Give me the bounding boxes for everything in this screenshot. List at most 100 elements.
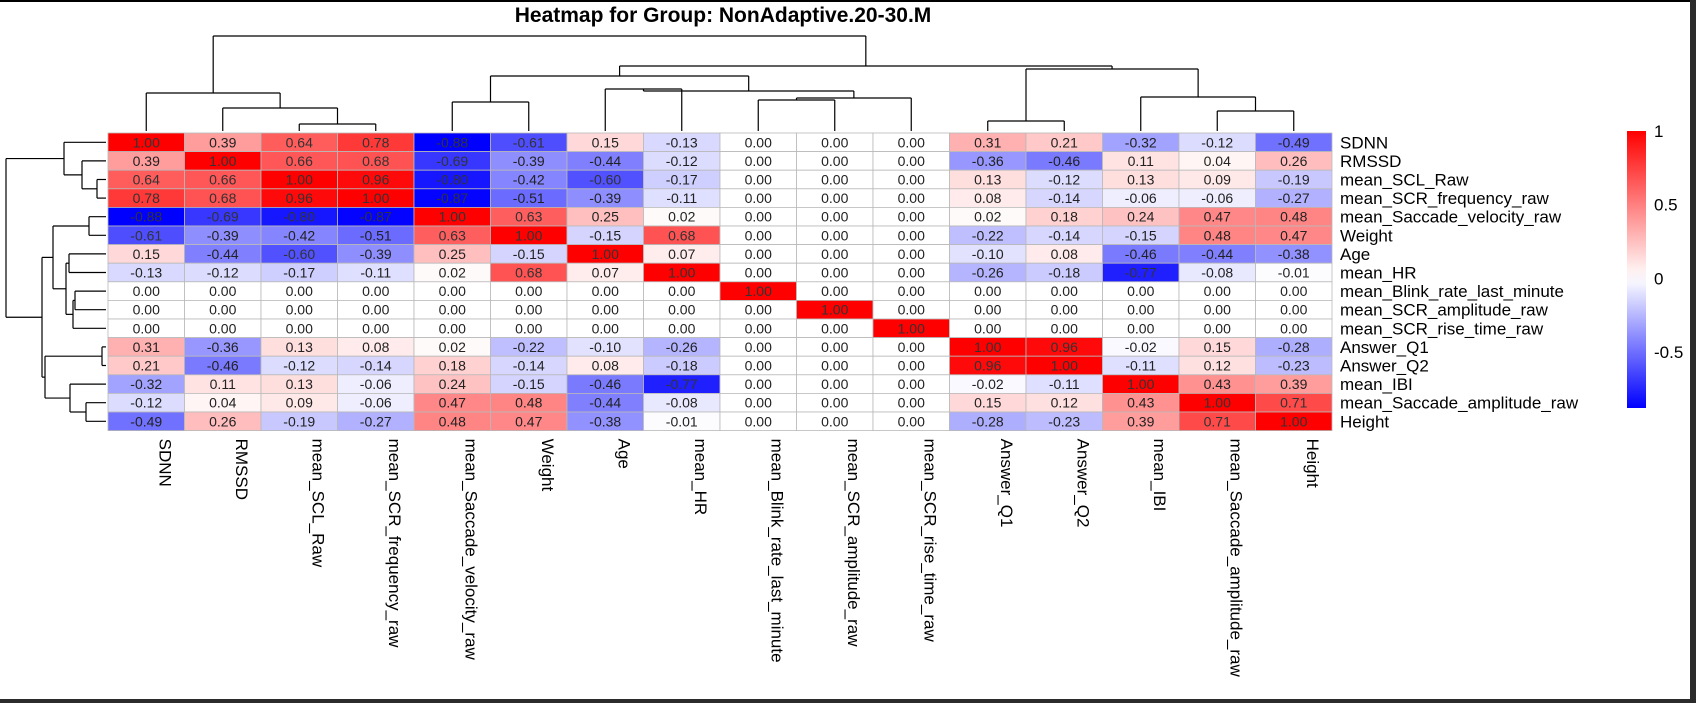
cell-value-label: -0.18 (1048, 265, 1080, 281)
cell-value-label: 1.00 (745, 283, 772, 299)
cell-value-label: -0.11 (1125, 358, 1156, 374)
cell-value-label: 0.00 (898, 283, 925, 299)
cell-value-label: 0.18 (1051, 209, 1078, 225)
cell-value-label: -0.12 (283, 358, 315, 374)
column-label: mean_SCR_amplitude_raw (844, 439, 863, 648)
cell-value-label: 1.00 (362, 190, 389, 206)
cell-value-label: 0.71 (1280, 395, 1307, 411)
cell-value-label: 0.48 (1280, 209, 1307, 225)
column-label: mean_Saccade_velocity_raw (461, 439, 480, 661)
cell-value-label: 0.02 (439, 339, 466, 355)
cell-value-label: 0.48 (515, 395, 542, 411)
cell-value-label: -0.44 (207, 246, 239, 262)
cell-value-label: 0.04 (1204, 153, 1231, 169)
cell-value-label: 0.00 (745, 376, 772, 392)
cell-value-label: 0.00 (668, 320, 695, 336)
cell-value-label: 0.39 (209, 134, 236, 150)
row-label: mean_SCR_amplitude_raw (1340, 301, 1549, 320)
cell-value-label: -0.23 (1048, 413, 1080, 429)
cell-value-label: 0.00 (1051, 302, 1078, 318)
column-label: mean_SCL_Raw (308, 439, 327, 568)
color-legend: 1 0.5 0 -0.5 (1627, 122, 1683, 408)
cell-value-label: -0.15 (513, 246, 545, 262)
cell-value-label: 0.00 (362, 302, 389, 318)
cell-value-label: -0.15 (1125, 227, 1157, 243)
cell-value-label: 0.13 (974, 172, 1001, 188)
chart-title: Heatmap for Group: NonAdaptive.20-30.M (514, 4, 932, 27)
cell-value-label: 0.00 (898, 190, 925, 206)
cell-value-label: -0.61 (130, 227, 162, 243)
cell-value-label: 1.00 (1280, 413, 1307, 429)
column-label: Weight (538, 439, 557, 492)
cell-value-label: 0.00 (362, 283, 389, 299)
cell-value-label: -0.77 (1125, 265, 1157, 281)
row-labels: SDNNRMSSDmean_SCL_Rawmean_SCR_frequency_… (1340, 133, 1579, 431)
cell-value-label: -0.38 (589, 413, 621, 429)
cell-value-label: 0.00 (821, 358, 848, 374)
cell-value-label: 0.00 (1280, 302, 1307, 318)
row-label: mean_SCR_rise_time_raw (1340, 319, 1544, 338)
row-label: Answer_Q1 (1340, 338, 1429, 357)
cell-value-label: -0.39 (513, 153, 545, 169)
row-label: Weight (1340, 226, 1393, 245)
cell-value-label: 0.00 (1204, 320, 1231, 336)
cell-value-label: -0.14 (360, 358, 392, 374)
cell-value-label: -0.12 (1048, 172, 1080, 188)
cell-value-label: 0.96 (1051, 339, 1078, 355)
cell-value-label: 0.00 (209, 283, 236, 299)
row-label: Age (1340, 245, 1370, 264)
cell-value-label: 0.31 (974, 134, 1001, 150)
cell-value-label: 0.08 (362, 339, 389, 355)
cell-value-label: 0.26 (1280, 153, 1307, 169)
cell-value-label: 0.25 (439, 246, 466, 262)
cell-value-label: 0.13 (286, 376, 313, 392)
cell-value-label: 0.00 (592, 283, 619, 299)
cell-value-label: -0.46 (589, 376, 621, 392)
cell-value-label: 1.00 (1127, 376, 1154, 392)
cell-value-label: 0.47 (1280, 227, 1307, 243)
cell-value-label: 0.09 (286, 395, 313, 411)
cell-value-label: -0.15 (589, 227, 621, 243)
column-label: mean_HR (691, 439, 710, 516)
cell-value-label: 0.00 (1127, 320, 1154, 336)
cell-value-label: -0.42 (513, 172, 545, 188)
cell-value-label: -0.11 (360, 265, 391, 281)
cell-value-label: -0.39 (207, 227, 239, 243)
window-right-border (1690, 0, 1696, 703)
cell-value-label: 0.00 (898, 376, 925, 392)
row-label: mean_Saccade_amplitude_raw (1340, 394, 1579, 413)
cell-value-label: 0.64 (133, 172, 160, 188)
cell-value-label: -0.19 (283, 413, 315, 429)
cell-value-label: 0.11 (1128, 153, 1154, 169)
cell-value-label: 0.00 (745, 302, 772, 318)
cell-value-label: 0.21 (1051, 134, 1078, 150)
cell-value-label: 1.00 (821, 302, 848, 318)
cell-value-label: 1.00 (133, 134, 160, 150)
cell-value-label: 0.00 (1127, 302, 1154, 318)
cell-value-label: -0.22 (972, 227, 1004, 243)
cell-value-label: 0.00 (745, 395, 772, 411)
cell-value-label: 0.68 (668, 227, 695, 243)
cell-value-label: 0.68 (515, 265, 542, 281)
row-label: SDNN (1340, 133, 1388, 152)
cell-value-label: 0.00 (439, 283, 466, 299)
cell-value-label: -0.36 (207, 339, 239, 355)
cell-value-label: -0.39 (589, 190, 621, 206)
cell-value-label: 0.00 (133, 320, 160, 336)
cell-value-label: 0.13 (286, 339, 313, 355)
cell-value-label: 0.00 (133, 283, 160, 299)
cell-value-label: 0.18 (439, 358, 466, 374)
cell-value-label: 0.31 (133, 339, 160, 355)
cell-value-label: -0.08 (1201, 265, 1233, 281)
row-label: mean_SCR_frequency_raw (1340, 189, 1550, 208)
cell-value-label: 0.00 (439, 320, 466, 336)
window-bottom-border (0, 699, 1696, 703)
heatmap-cell (1255, 411, 1333, 432)
cell-value-label: -0.44 (589, 395, 621, 411)
cell-value-label: 0.12 (1204, 358, 1231, 374)
cell-value-label: 0.00 (821, 283, 848, 299)
cell-value-label: -0.46 (207, 358, 239, 374)
cell-value-label: -0.10 (589, 339, 621, 355)
cell-value-label: 0.00 (745, 227, 772, 243)
cell-value-label: 0.00 (898, 172, 925, 188)
